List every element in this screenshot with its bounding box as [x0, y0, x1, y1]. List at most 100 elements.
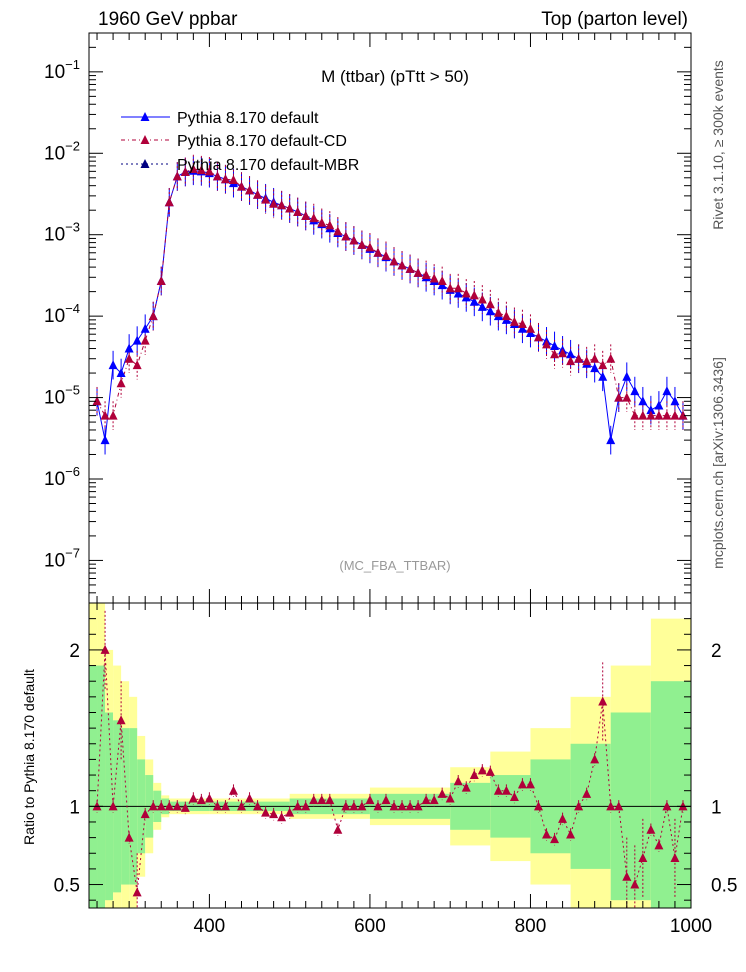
ratio-cd-point — [349, 801, 359, 811]
series-cd-point — [437, 276, 447, 286]
ratio-cd-point — [116, 715, 126, 725]
ratio-cd-point — [558, 813, 568, 823]
ratio-cd-point — [309, 795, 319, 805]
ratio-cd-point — [277, 812, 287, 822]
ratio-cd-point — [285, 807, 295, 817]
ratio-y-tick-label-right: 2 — [711, 641, 722, 662]
ratio-plot-frame — [88, 602, 692, 909]
series-cd-point — [469, 290, 479, 300]
series-cd-point — [325, 220, 335, 230]
series-cd-line — [96, 168, 683, 417]
y-tick-label: 10−7 — [44, 545, 80, 571]
series-default-point — [116, 368, 126, 378]
ratio-cd-point — [100, 644, 110, 654]
series-cd-point — [309, 213, 319, 223]
ratio-cd-point — [317, 795, 327, 805]
series-cd-point — [164, 197, 174, 207]
ratio-cd-point — [204, 793, 214, 803]
legend-marker-2 — [140, 159, 150, 168]
series-default-point — [485, 306, 495, 316]
ratio-cd-point — [405, 801, 415, 811]
series-default-point — [477, 301, 487, 311]
x-tick-label: 1000 — [670, 916, 712, 937]
series-cd-point — [630, 410, 640, 420]
y-tick-label: 10−4 — [44, 301, 80, 327]
ratio-cd-point — [477, 765, 487, 775]
ratio-cd-point — [533, 801, 543, 811]
series-cd-point — [140, 335, 150, 345]
series-default-point — [630, 386, 640, 396]
series-cd-point — [590, 353, 600, 363]
series-cd-point — [582, 356, 592, 366]
ratio-cd-point — [269, 809, 279, 819]
series-cd-point — [453, 283, 463, 293]
series-cd-point — [132, 360, 142, 370]
ratio-cd-point — [253, 801, 263, 811]
legend-label-2: Pythia 8.170 default-MBR — [177, 157, 359, 174]
series-cd-point — [646, 410, 656, 420]
series-default-point — [598, 371, 608, 381]
inner-band-bin — [89, 665, 98, 908]
rivet-info-label: Rivet 3.1.10, ≥ 300k events — [710, 60, 726, 230]
series-cd-point — [429, 273, 439, 283]
series-cd-point — [517, 319, 527, 329]
series-cd-point — [542, 339, 552, 349]
series-cd-point — [277, 200, 287, 210]
ratio-y-tick-label-right: 1 — [711, 797, 722, 818]
axes-frames — [88, 32, 692, 909]
series-default-point — [646, 405, 656, 415]
ratio-cd-point — [509, 791, 519, 801]
series-cd-point — [614, 392, 624, 402]
ratio-cd-point — [670, 852, 680, 862]
series-cd-point — [204, 166, 214, 176]
x-tick-label: 600 — [354, 916, 386, 937]
ratio-cd-point — [413, 801, 423, 811]
series-cd-point — [622, 392, 632, 402]
ratio-uncertainty-bands — [89, 603, 691, 908]
ratio-cd-point — [638, 852, 648, 862]
ratio-cd-point — [293, 801, 303, 811]
series-cd-point — [638, 410, 648, 420]
series-cd-point — [397, 260, 407, 270]
series-cd-point — [228, 174, 238, 184]
series-cd-point — [333, 226, 343, 236]
series-cd-point — [509, 316, 519, 326]
ratio-cd-point — [485, 766, 495, 776]
y-tick-label: 10−2 — [44, 138, 80, 164]
series-default-point — [550, 340, 560, 350]
series-cd-point — [550, 349, 560, 359]
ratio-cd-point — [124, 832, 134, 842]
series-cd-point — [237, 181, 247, 191]
series-cd-point — [357, 239, 367, 249]
series-cd-point — [285, 203, 295, 213]
ratio-cd-point — [630, 879, 640, 889]
ratio-cd-point — [501, 785, 511, 795]
ratio-cd-point — [341, 801, 351, 811]
series-cd-point — [662, 410, 672, 420]
series-cd-point — [493, 307, 503, 317]
ratio-cd-point — [220, 801, 230, 811]
ratio-y-tick-label-left: 0.5 — [54, 876, 80, 897]
series-cd-point — [108, 410, 118, 420]
ratio-cd-point — [245, 793, 255, 803]
series-cd-point — [269, 198, 279, 208]
mcplots-label: mcplots.cern.ch [arXiv:1306.3436] — [710, 357, 726, 569]
series-default-point — [654, 400, 664, 410]
series-cd-point — [100, 410, 110, 420]
ratio-cd-point — [325, 795, 335, 805]
ratio-cd-point — [566, 829, 576, 839]
legend-label-1: Pythia 8.170 default-CD — [177, 133, 347, 150]
ratio-cd-point — [646, 824, 656, 834]
series-cd-point — [678, 410, 688, 420]
series-default-point — [132, 335, 142, 345]
ratio-cd-point — [582, 788, 592, 798]
ratio-y-tick-label-left: 1 — [69, 797, 80, 818]
series-cd-point — [180, 166, 190, 176]
series-cd-point — [525, 323, 535, 333]
series-default-point — [670, 396, 680, 406]
ratio-cd-point — [525, 779, 535, 789]
series-cd-point — [654, 410, 664, 420]
series-cd-point — [341, 231, 351, 241]
ratio-cd-point — [196, 795, 206, 805]
ratio-cd-point — [606, 801, 616, 811]
